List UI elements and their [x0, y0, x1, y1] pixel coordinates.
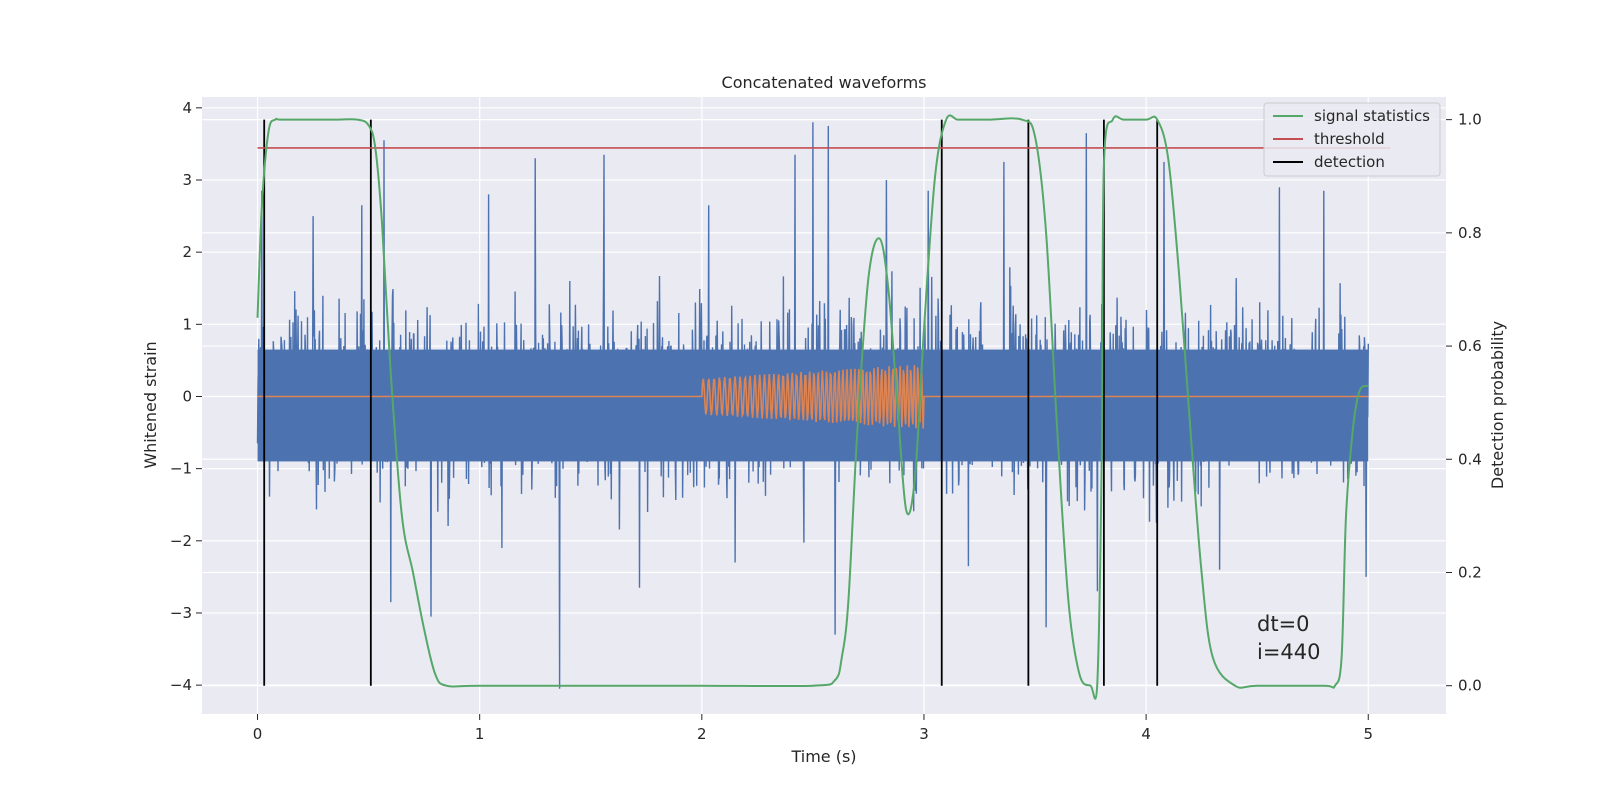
legend-label-signal-statistics: signal statistics — [1314, 107, 1430, 125]
chart-title: Concatenated waveforms — [722, 73, 927, 92]
signal-statistics-line — [256, 114, 1369, 700]
signal-statistics-series — [256, 114, 1369, 700]
y-tick-label-8: 4 — [182, 99, 192, 117]
y2-axis-label: Detection probability — [1488, 321, 1507, 489]
template-series — [257, 365, 1369, 429]
y-tick-label-4: 0 — [182, 387, 192, 405]
y-tick-label-2: −2 — [170, 532, 192, 550]
y2-tick-label-3: 0.6 — [1458, 337, 1482, 355]
y2-tick-label-2: 0.4 — [1458, 450, 1482, 468]
x-tick-label-1: 1 — [475, 725, 485, 743]
x-tick-label-4: 4 — [1141, 725, 1151, 743]
x-tick-label-3: 3 — [919, 725, 929, 743]
y-tick-label-6: 2 — [182, 243, 192, 261]
y-tick-label-0: −4 — [170, 676, 192, 694]
detection-lines — [263, 119, 1159, 686]
y2-tick-label-4: 0.8 — [1458, 224, 1482, 242]
legend-box — [1263, 102, 1441, 177]
y2-tick-label-0: 0.0 — [1458, 677, 1482, 695]
y-tick-label-3: −1 — [170, 460, 192, 478]
annotation-i: i=440 — [1257, 640, 1321, 664]
y-tick-label-1: −3 — [170, 604, 192, 622]
legend: signal statistics threshold detection — [1263, 102, 1441, 177]
axis-ticks: 0 1 2 3 4 5 −4 −3 −2 −1 0 1 2 3 4 0.0 0.2 0.4 0.6 0.8 1.0 — [170, 99, 1482, 743]
x-tick-label-5: 5 — [1363, 725, 1373, 743]
y-axis-label: Whitened strain — [141, 341, 160, 468]
y-tick-label-7: 3 — [182, 171, 192, 189]
x-tick-label-2: 2 — [697, 725, 707, 743]
legend-label-detection: detection — [1314, 153, 1385, 171]
legend-label-threshold: threshold — [1314, 130, 1385, 148]
x-tick-label-0: 0 — [253, 725, 263, 743]
y2-tick-label-1: 0.2 — [1458, 563, 1482, 581]
annotation-dt: dt=0 — [1257, 612, 1310, 636]
y-tick-label-5: 1 — [182, 315, 192, 333]
y2-tick-label-5: 1.0 — [1458, 111, 1482, 129]
template-line — [257, 365, 1369, 429]
x-axis-label: Time (s) — [790, 747, 856, 766]
